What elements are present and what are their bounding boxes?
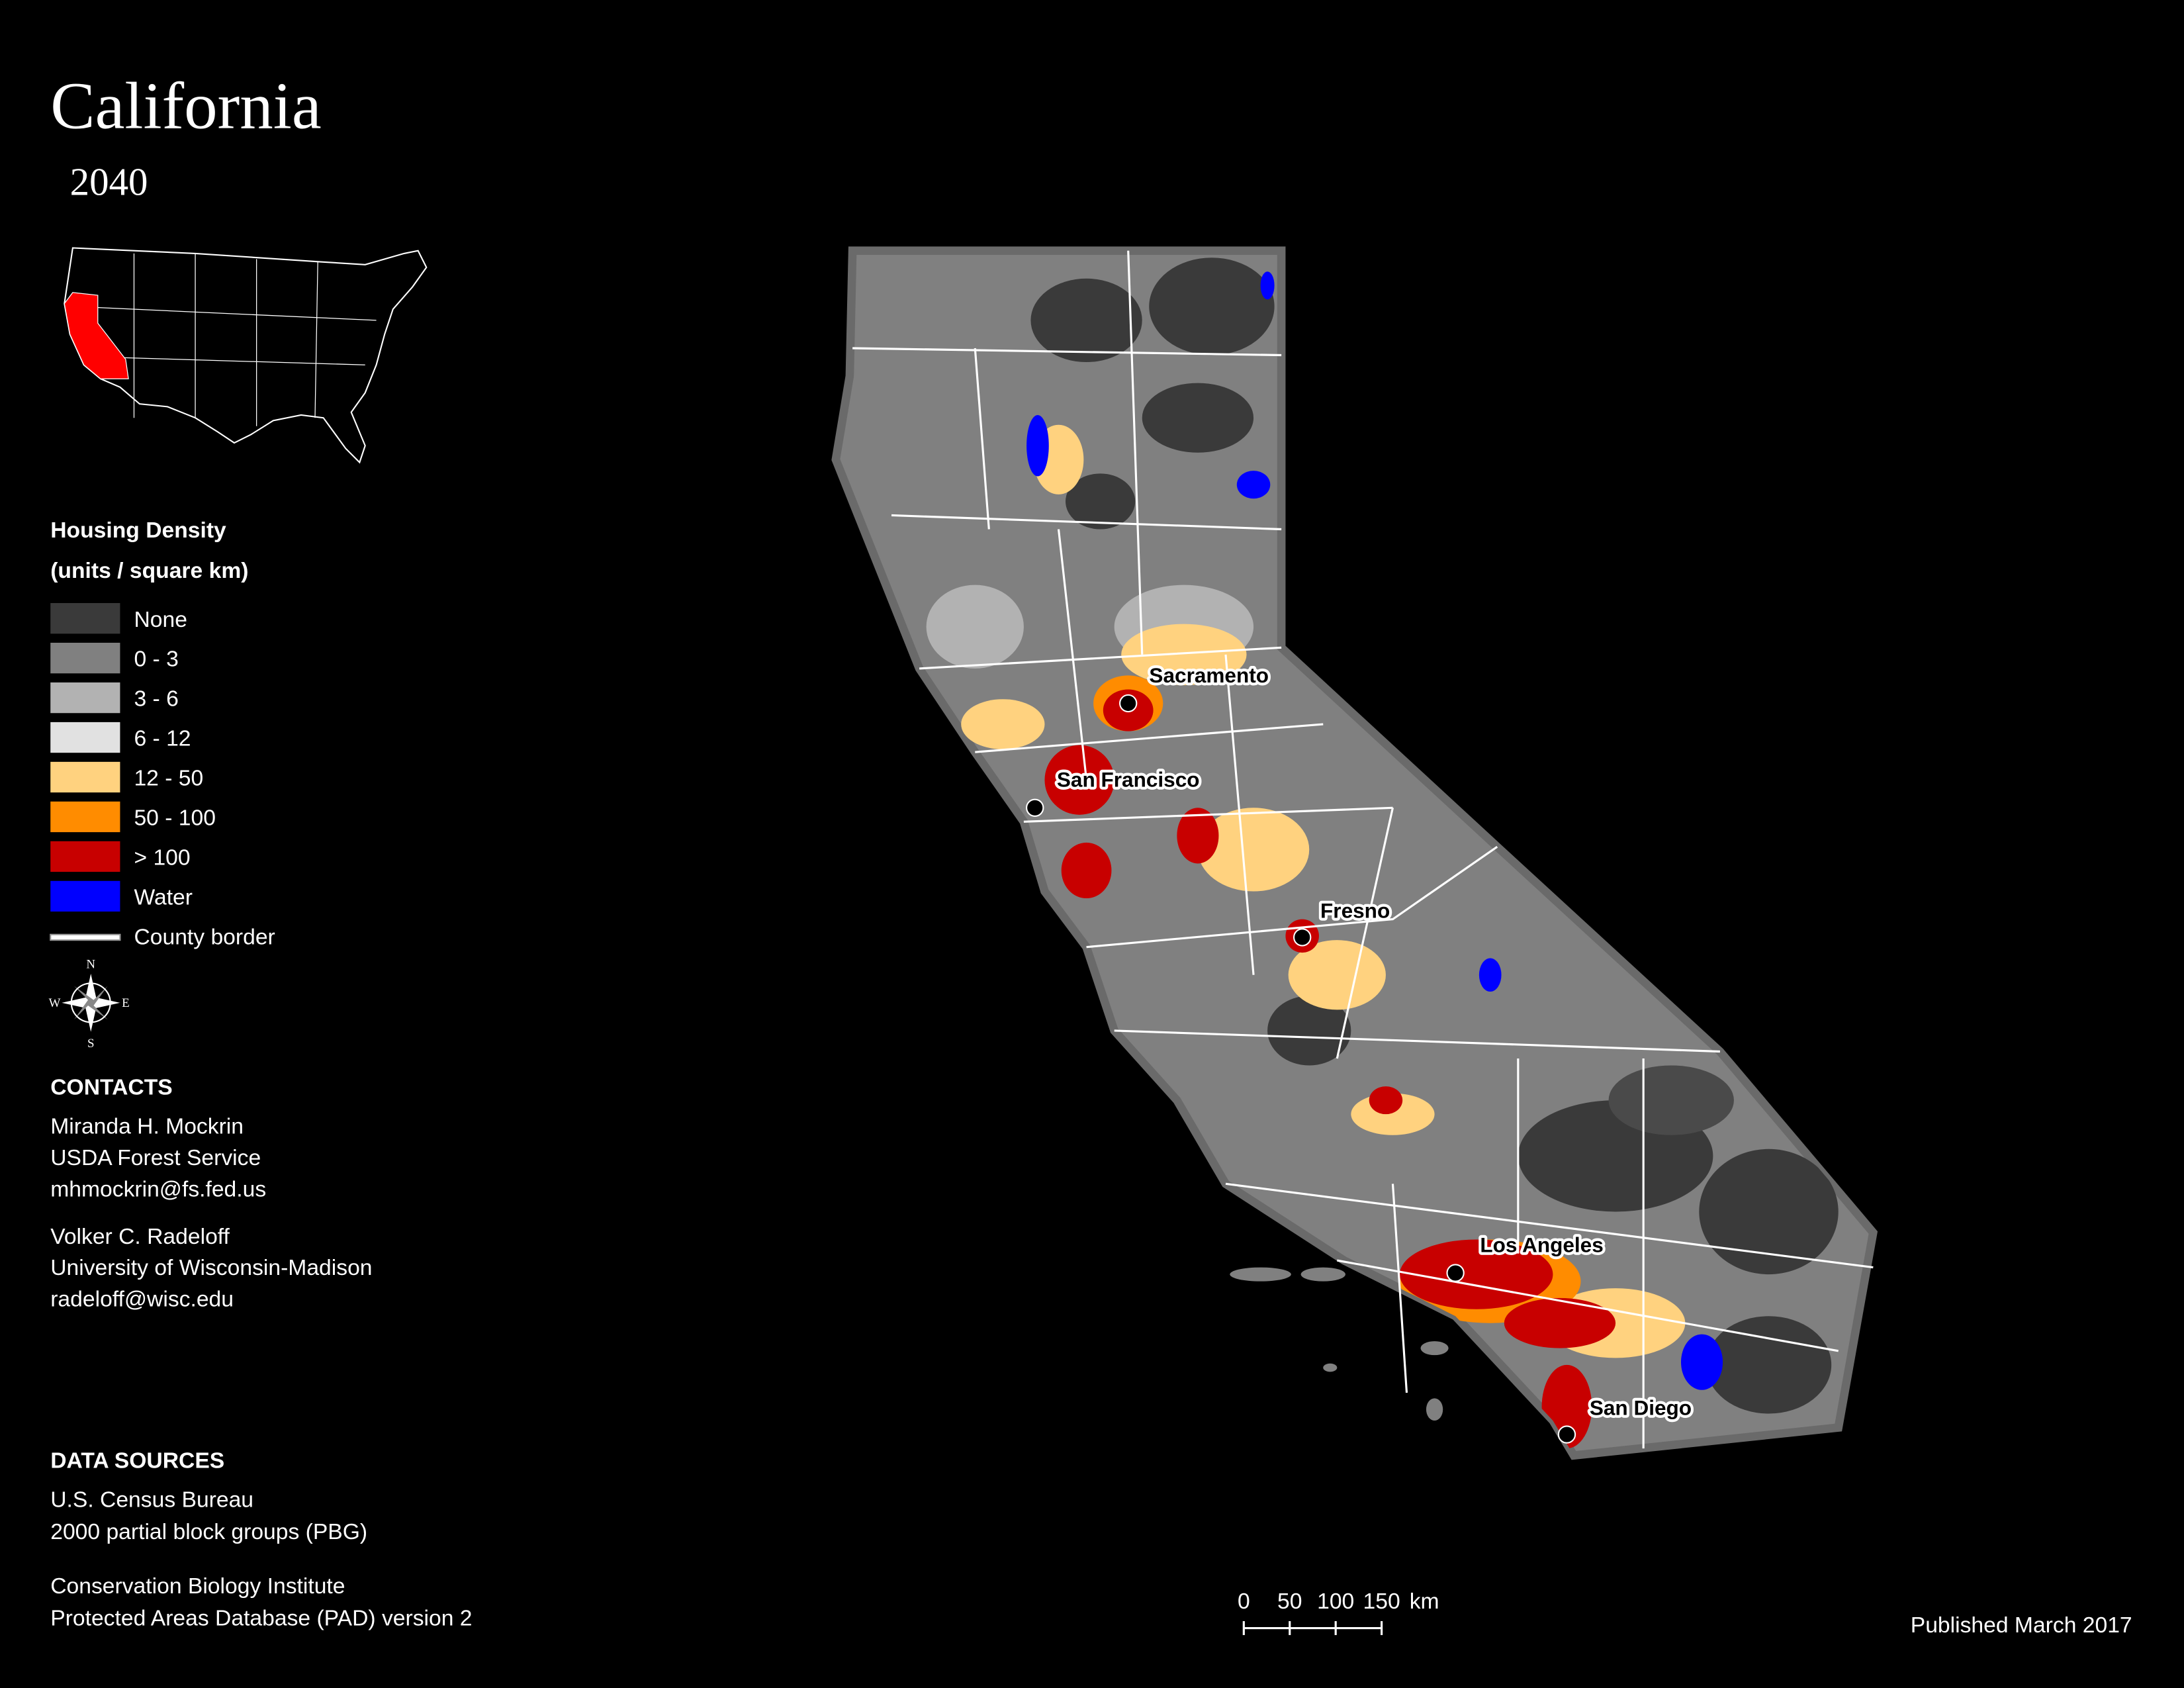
legend-swatch	[50, 682, 120, 714]
legend-swatch	[50, 722, 120, 753]
data-sources-title: DATA SOURCES	[50, 1449, 224, 1474]
contact-line: radeloff@wisc.edu	[50, 1288, 234, 1312]
legend-label: County border	[134, 925, 275, 949]
compass-n: N	[86, 957, 95, 971]
contact-line: University of Wisconsin-Madison	[50, 1256, 372, 1280]
contact-line: Miranda H. Mockrin	[50, 1115, 244, 1139]
legend-label: 0 - 3	[134, 647, 178, 672]
scale-bar-label: 100	[1317, 1589, 1354, 1614]
city-marker	[1293, 928, 1312, 947]
legend-title: Housing Density	[50, 518, 226, 543]
compass-w: W	[49, 996, 61, 1010]
legend-label: 50 - 100	[134, 806, 216, 831]
california-map	[836, 251, 1873, 1456]
legend-label: 6 - 12	[134, 727, 191, 751]
scale-bar-label: 50	[1277, 1589, 1302, 1614]
legend-swatch	[50, 841, 120, 872]
legend-subtitle: (units / square km)	[50, 559, 248, 583]
legend-label: None	[134, 608, 187, 632]
city-marker	[1446, 1264, 1465, 1282]
legend-label: > 100	[134, 846, 190, 870]
data-source-line: 2000 partial block groups (PBG)	[50, 1520, 367, 1544]
legend-swatch	[50, 801, 120, 833]
compass: N S E W	[49, 957, 130, 1051]
legend-swatch	[50, 880, 120, 912]
subtitle: 2040	[70, 161, 148, 204]
compass-s: S	[87, 1037, 95, 1051]
legend-label: Water	[134, 886, 193, 910]
data-source-line: U.S. Census Bureau	[50, 1487, 253, 1512]
title: California	[50, 69, 321, 143]
legend-label: 3 - 6	[134, 687, 178, 712]
contact-line: mhmockrin@fs.fed.us	[50, 1177, 266, 1201]
city-label: Sacramento	[1149, 663, 1269, 687]
legend-swatch	[50, 761, 120, 793]
data-source-line: Conservation Biology Institute	[50, 1574, 345, 1599]
legend-label: 12 - 50	[134, 767, 203, 791]
contact-line: USDA Forest Service	[50, 1146, 261, 1170]
city-marker	[1026, 798, 1044, 817]
contacts-title: CONTACTS	[50, 1076, 172, 1100]
us-inset	[64, 247, 428, 464]
published: Published March 2017	[1911, 1613, 2132, 1638]
legend-line	[50, 933, 121, 941]
city-label: San Francisco	[1057, 768, 1200, 792]
city-label: Fresno	[1320, 899, 1390, 923]
legend-swatch	[50, 642, 120, 674]
compass-e: E	[122, 996, 130, 1010]
city-marker	[1557, 1425, 1576, 1444]
scale-bar-label: 150	[1363, 1589, 1400, 1614]
city-label: San Diego	[1590, 1396, 1692, 1420]
city-label: Los Angeles	[1480, 1233, 1603, 1256]
scale-bar-unit: km	[1410, 1589, 1439, 1614]
legend-swatch	[50, 603, 120, 634]
scale-bar-label: 0	[1238, 1589, 1250, 1614]
contact-line: Volker C. Radeloff	[50, 1225, 230, 1249]
city-marker	[1119, 694, 1138, 713]
data-source-line: Protected Areas Database (PAD) version 2	[50, 1606, 472, 1630]
